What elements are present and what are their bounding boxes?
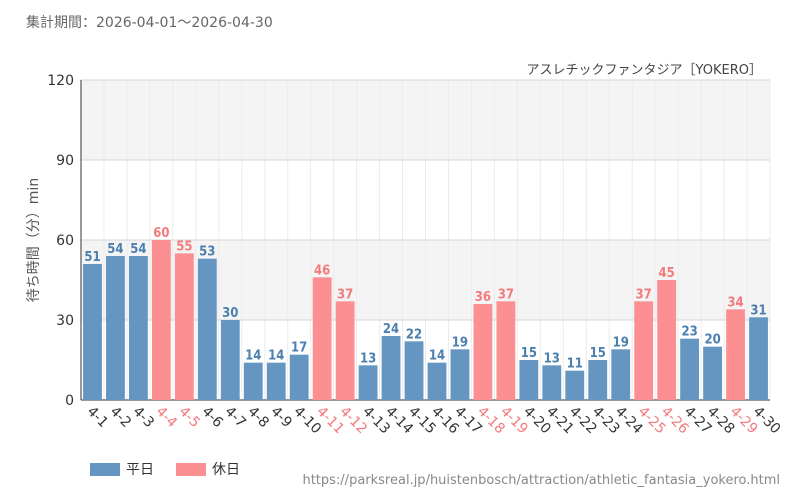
value-label: 19 — [452, 335, 468, 350]
x-tick-label: 4-7 — [221, 404, 248, 431]
value-label: 45 — [659, 266, 675, 281]
chart-title: アスレチックファンタジア［YOKERO］ — [527, 63, 762, 78]
source-url: https://parksreal.jp/huistenbosch/attrac… — [302, 473, 780, 488]
value-label: 15 — [590, 346, 606, 361]
x-tick-label: 4-5 — [176, 404, 203, 431]
bar — [335, 301, 355, 400]
value-label: 19 — [613, 335, 629, 350]
legend-label-holiday: 休日 — [212, 462, 240, 478]
bar — [565, 370, 585, 400]
value-label: 36 — [475, 290, 491, 305]
legend-swatch-holiday — [176, 462, 206, 476]
legend-item-holiday: 休日 — [176, 459, 240, 479]
value-label: 54 — [130, 242, 146, 257]
y-axis-label: 待ち時間（分）min — [26, 178, 42, 302]
bar — [611, 349, 631, 400]
bars — [83, 240, 768, 400]
value-label: 20 — [704, 333, 720, 348]
bar — [289, 354, 309, 400]
y-tick-label: 90 — [56, 153, 74, 169]
value-label: 13 — [544, 351, 560, 366]
bar — [312, 277, 332, 400]
value-label: 15 — [521, 346, 537, 361]
value-label: 34 — [727, 295, 743, 310]
value-label: 13 — [360, 351, 376, 366]
value-labels: 51 54 54 60 55 53 30 14 14 17 46 37 13 24 22 14 19 36 37 15… — [84, 226, 766, 372]
legend-item-weekday: 平日 — [90, 459, 154, 479]
x-tick-label: 4-8 — [244, 404, 271, 431]
value-label: 37 — [498, 287, 514, 302]
bar — [427, 362, 447, 400]
value-label: 11 — [567, 357, 583, 372]
bar — [542, 365, 562, 400]
bar — [106, 256, 125, 400]
bar — [266, 362, 286, 400]
bar — [473, 304, 493, 400]
bar — [703, 346, 722, 400]
bar — [588, 360, 608, 400]
value-label: 24 — [383, 322, 399, 337]
bar — [496, 301, 516, 400]
value-label: 53 — [199, 245, 215, 260]
grid-lines — [80, 79, 771, 401]
value-label: 37 — [636, 287, 652, 302]
x-tick-label: 4-3 — [130, 404, 157, 431]
y-tick-label: 30 — [56, 313, 74, 329]
bar — [243, 362, 263, 400]
bar — [450, 349, 470, 400]
bar — [749, 317, 768, 400]
x-tick-label: 4-2 — [107, 404, 134, 431]
value-label: 14 — [245, 349, 261, 364]
bar — [220, 320, 240, 400]
bar — [680, 338, 700, 400]
value-label: 55 — [176, 239, 192, 254]
bar — [519, 360, 539, 400]
bar — [358, 365, 378, 400]
value-label: 37 — [337, 287, 353, 302]
y-tick-label: 120 — [47, 73, 74, 89]
value-label: 23 — [681, 325, 697, 340]
bar — [381, 336, 401, 400]
y-tick-label: 60 — [56, 233, 74, 249]
value-label: 54 — [107, 242, 123, 257]
bar — [726, 309, 745, 400]
y-axis-ticks: 0 30 60 90 120 — [47, 73, 74, 409]
bar — [404, 341, 424, 400]
value-label: 14 — [268, 349, 284, 364]
legend-label-weekday: 平日 — [126, 462, 154, 478]
bar — [174, 253, 194, 400]
legend: 平日 休日 — [90, 459, 262, 479]
bar — [83, 264, 102, 400]
y-tick-label: 0 — [65, 393, 74, 409]
value-label: 14 — [429, 349, 445, 364]
bar — [634, 301, 654, 400]
x-axis-ticks: 4-14-24-34-44-54-64-74-84-94-104-114-124… — [84, 404, 784, 438]
value-label: 51 — [84, 250, 100, 265]
bar — [657, 280, 677, 400]
x-tick-label: 4-4 — [153, 404, 181, 432]
value-label: 30 — [222, 306, 238, 321]
value-label: 17 — [291, 341, 307, 356]
value-label: 22 — [406, 327, 422, 342]
period-text: 集計期間：2026-04-01～2026-04-30 — [26, 15, 273, 31]
bar — [151, 240, 171, 400]
value-label: 60 — [153, 226, 169, 241]
bar — [197, 258, 217, 400]
bar — [129, 256, 148, 400]
x-tick-label: 4-1 — [84, 404, 111, 431]
x-tick-label: 4-9 — [267, 404, 294, 431]
legend-swatch-weekday — [90, 462, 120, 476]
value-label: 46 — [314, 263, 330, 278]
x-tick-label: 4-6 — [198, 404, 226, 432]
value-label: 31 — [750, 303, 766, 318]
